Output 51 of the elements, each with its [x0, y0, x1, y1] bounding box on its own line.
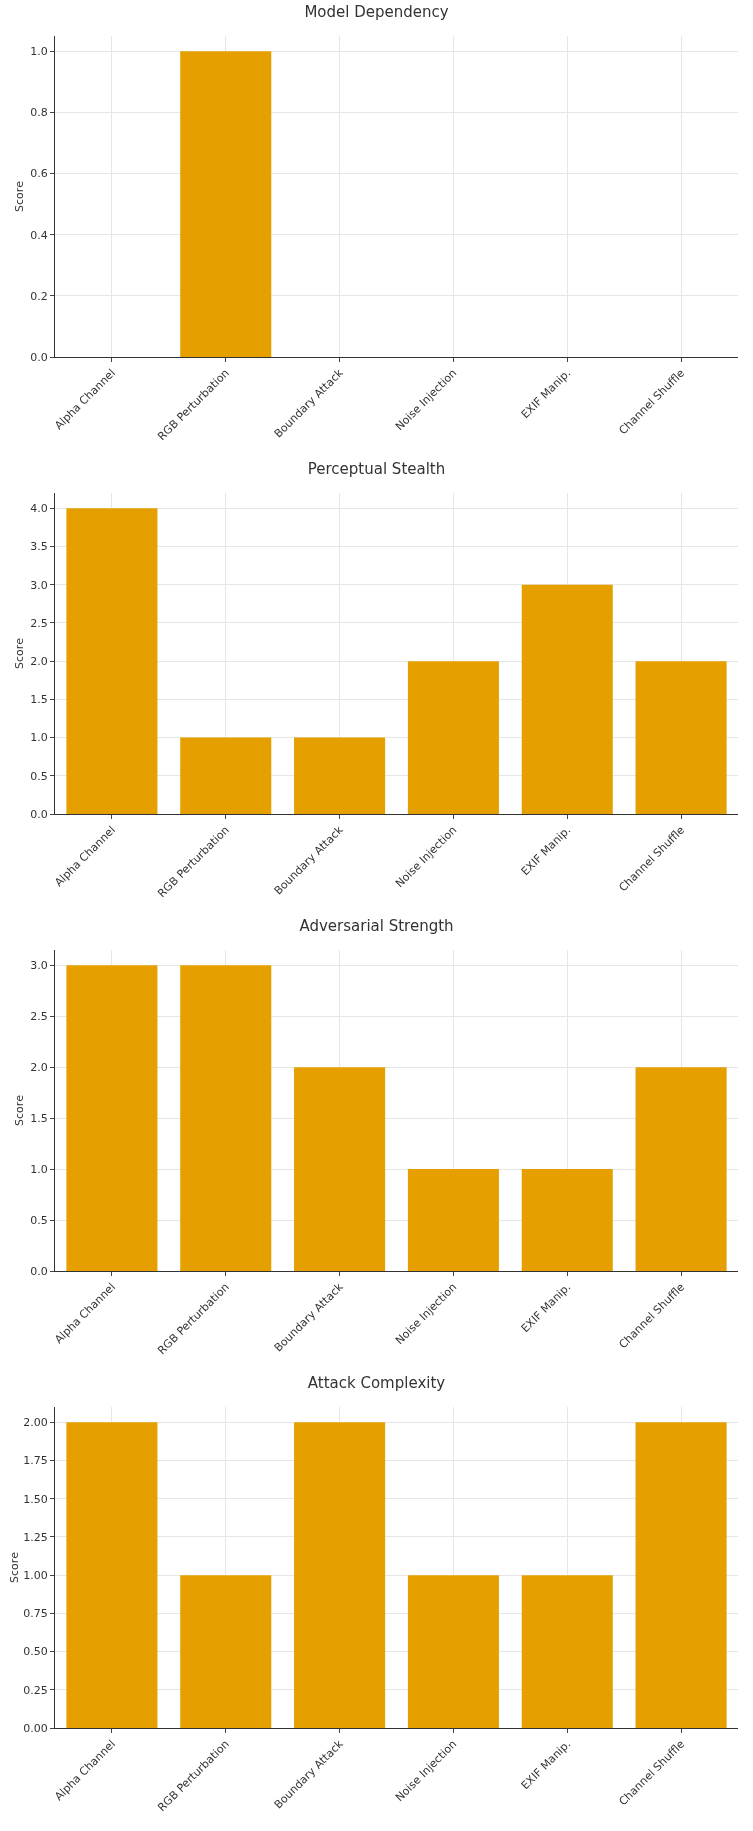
y-tick-label: 1.0 — [30, 1162, 48, 1176]
y-tick-label: 2.00 — [23, 1416, 48, 1430]
chart-title: Adversarial Strength — [299, 917, 454, 936]
y-tick-label: 3.0 — [30, 578, 48, 592]
chart-title: Attack Complexity — [307, 1374, 446, 1393]
y-tick-label: 0.0 — [30, 1264, 48, 1278]
bar — [66, 508, 158, 814]
y-axis-title: Score — [13, 1094, 26, 1126]
y-axis-title: Score — [13, 637, 26, 669]
y-tick-label: 0.75 — [23, 1607, 48, 1621]
y-tick-label: 0.4 — [30, 228, 48, 242]
y-tick-label: 1.0 — [30, 45, 48, 59]
y-tick-label: 1.0 — [30, 731, 48, 745]
bar — [294, 737, 386, 814]
bar — [66, 965, 158, 1271]
y-tick-label: 0.2 — [30, 289, 48, 303]
y-tick-label: 2.5 — [30, 1010, 48, 1024]
y-tick-label: 0.0 — [30, 807, 48, 821]
y-tick-label: 1.75 — [23, 1454, 48, 1468]
y-tick-label: 3.0 — [30, 959, 48, 973]
y-tick-label: 0.8 — [30, 106, 48, 120]
bar — [635, 661, 727, 814]
y-tick-label: 3.5 — [30, 540, 48, 554]
bar — [521, 1169, 613, 1271]
y-tick-label: 4.0 — [30, 502, 48, 516]
bar — [521, 584, 613, 814]
bar — [180, 737, 272, 814]
chart-title: Model Dependency — [304, 3, 449, 22]
y-tick-label: 1.5 — [30, 693, 48, 707]
bar — [407, 661, 499, 814]
y-axis-title: Score — [8, 1551, 22, 1583]
y-tick-label: 0.50 — [23, 1645, 48, 1659]
y-tick-label: 1.25 — [23, 1530, 48, 1544]
y-tick-label: 1.50 — [23, 1492, 48, 1506]
y-tick-label: 0.5 — [30, 1213, 48, 1227]
y-tick-label: 2.0 — [30, 1061, 48, 1075]
y-tick-label: 0.25 — [23, 1683, 48, 1697]
y-tick-label: 0.0 — [30, 350, 48, 364]
bar — [407, 1169, 499, 1271]
y-tick-label: 2.5 — [30, 616, 48, 630]
y-tick-label: 0.00 — [23, 1721, 48, 1735]
y-tick-label: 2.0 — [30, 654, 48, 668]
chart-title: Perceptual Stealth — [307, 460, 446, 479]
y-tick-label: 1.5 — [30, 1111, 48, 1125]
y-tick-label: 0.5 — [30, 769, 48, 783]
bar — [635, 1067, 727, 1271]
y-axis-title: Score — [13, 180, 26, 212]
bar — [180, 965, 272, 1271]
y-tick-label: 1.00 — [23, 1568, 48, 1582]
y-tick-label: 0.6 — [30, 167, 48, 181]
bar — [294, 1067, 386, 1271]
